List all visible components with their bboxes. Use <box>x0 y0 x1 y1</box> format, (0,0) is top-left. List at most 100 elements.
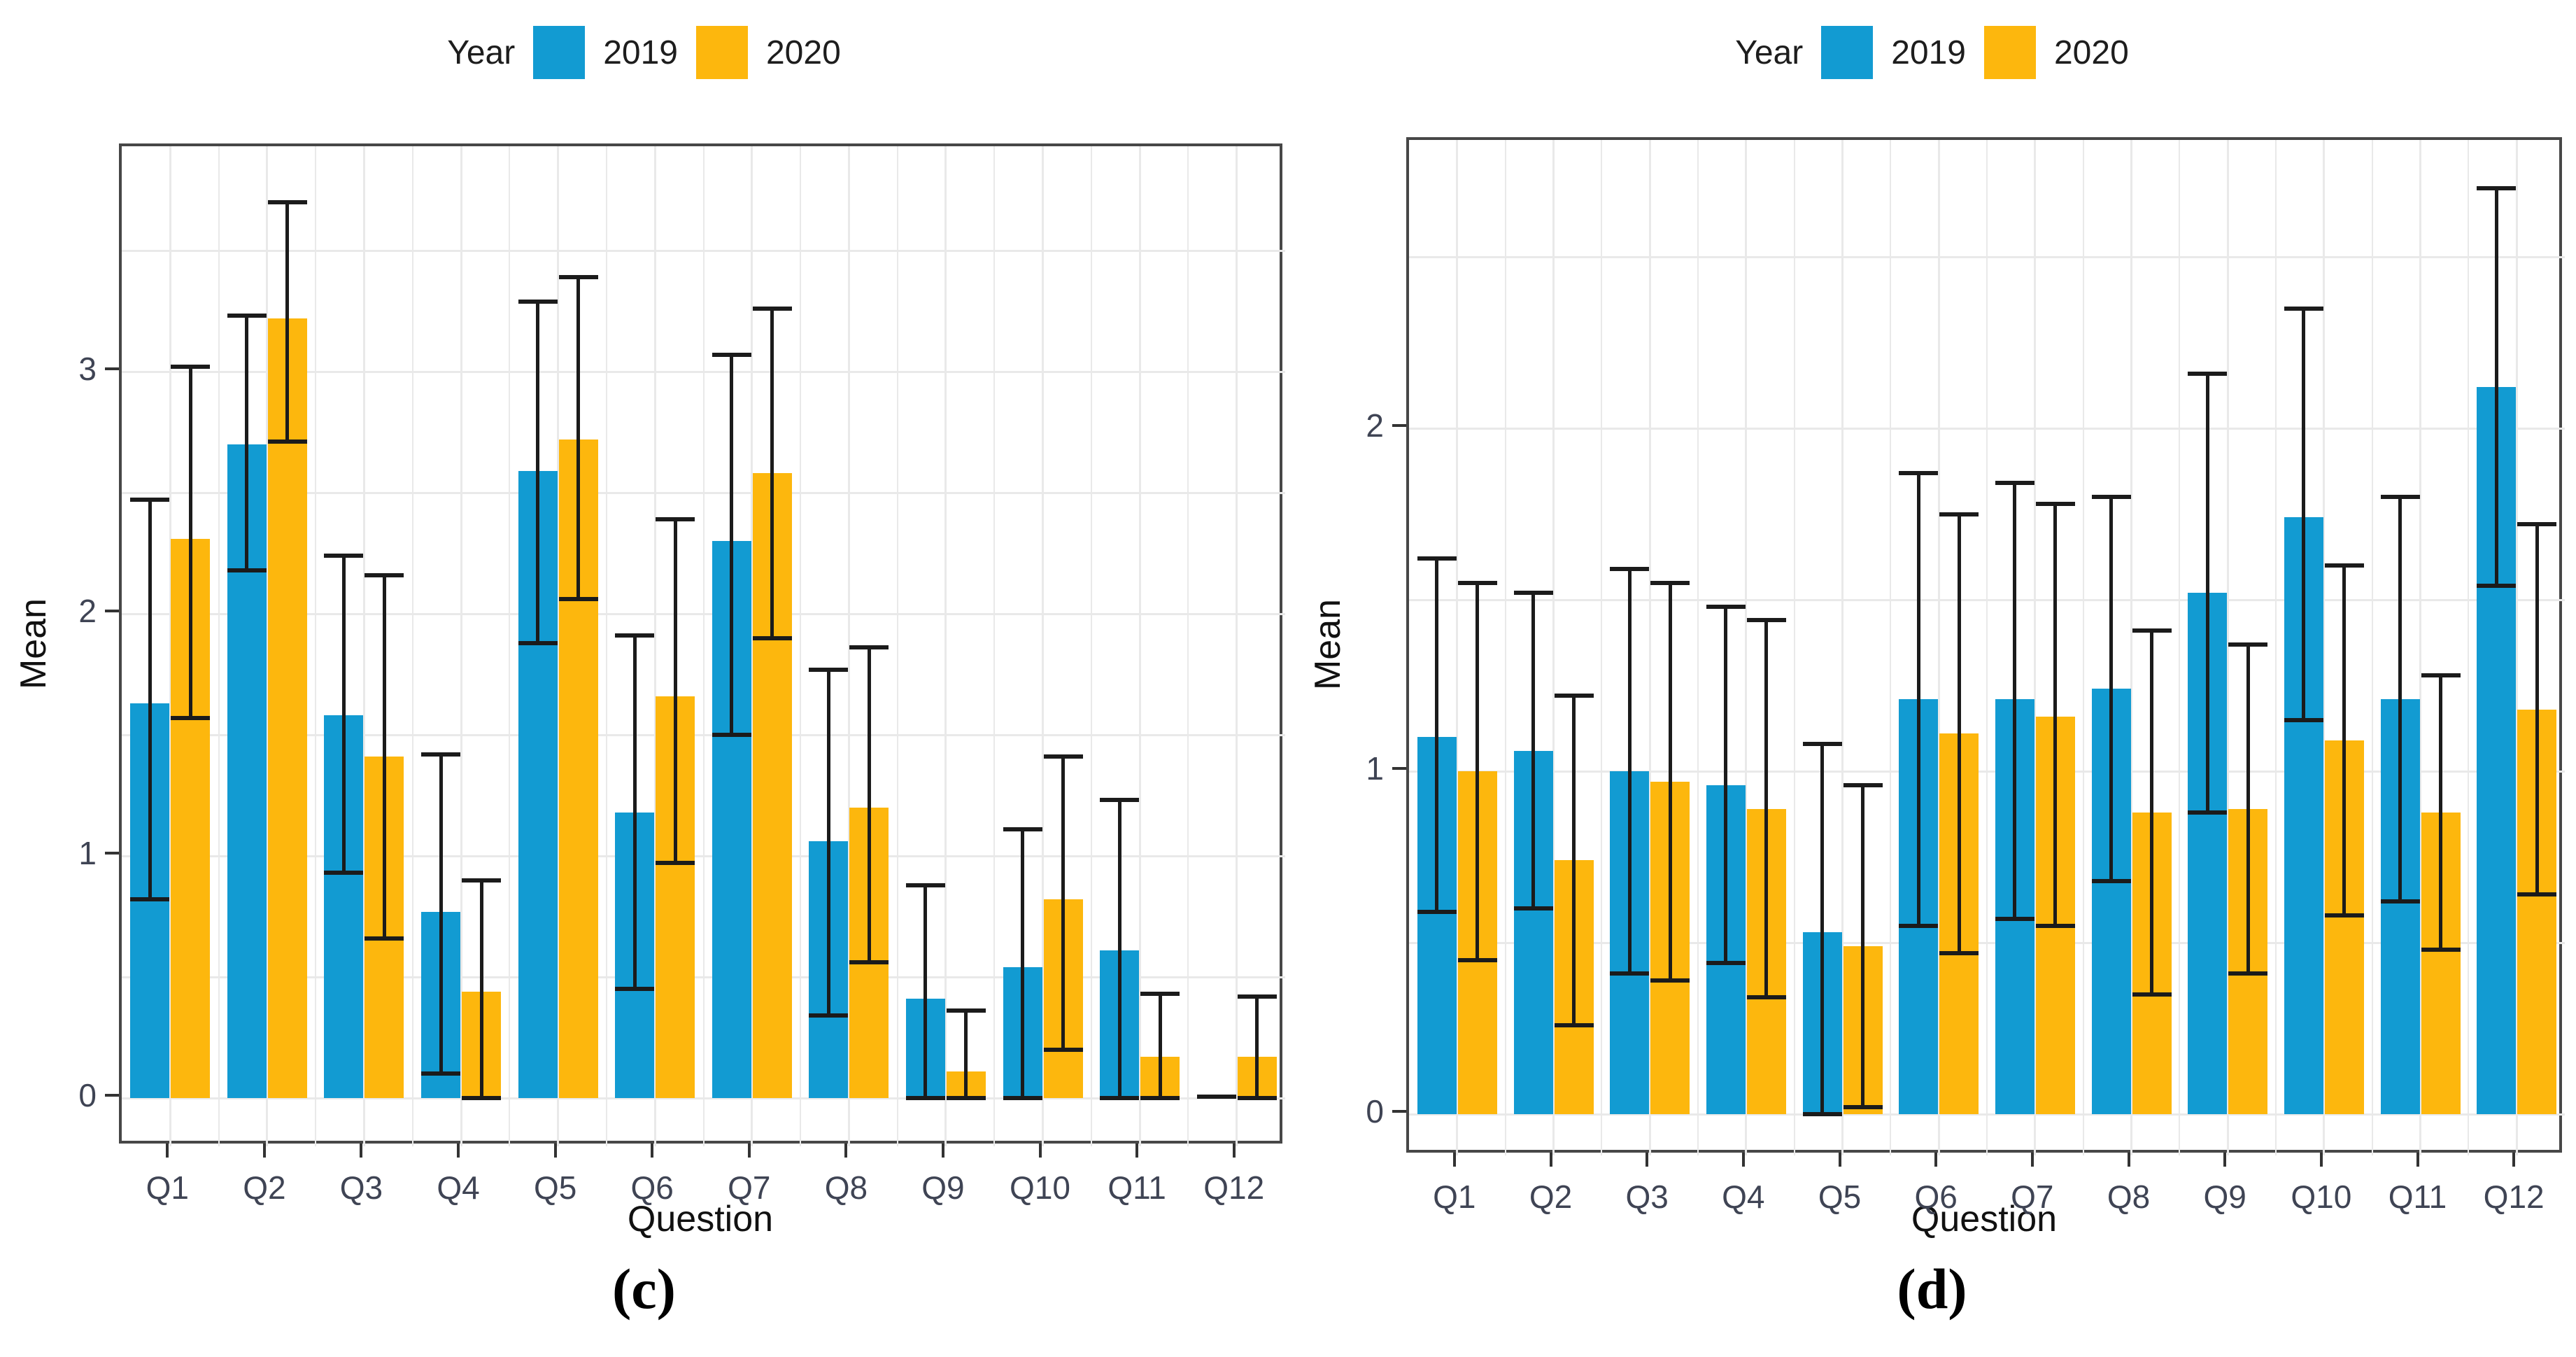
x-tickmark <box>1934 1153 1938 1167</box>
errorbar-cap-top <box>130 498 170 502</box>
x-tick-label: Q9 <box>2203 1179 2246 1215</box>
errorbar-cap-bottom <box>615 987 655 992</box>
legend-swatch-2020 <box>695 26 748 79</box>
x-tickmark <box>457 1144 460 1158</box>
errorbar-c-2019-Q1 <box>148 500 152 900</box>
v-gridline-major <box>944 146 947 1146</box>
errorbar-c-2019-Q5 <box>536 301 540 643</box>
x-axis-title: Question <box>627 1199 774 1239</box>
y-tick-label: 3 <box>78 351 97 387</box>
errorbar-d-2019-Q8 <box>2109 497 2113 881</box>
errorbar-c-2020-Q1 <box>188 367 192 718</box>
errorbar-d-2019-Q6 <box>1916 472 1920 926</box>
v-gridline-minor <box>2179 140 2181 1155</box>
errorbar-cap-bottom <box>1003 1096 1042 1100</box>
errorbar-cap-top <box>267 199 307 204</box>
plot-panel-c <box>119 143 1285 1146</box>
v-gridline-minor <box>218 146 220 1146</box>
x-tick-label: Q8 <box>824 1169 868 1206</box>
errorbar-cap-bottom <box>1196 1095 1236 1099</box>
x-axis-title: Question <box>1911 1199 2058 1239</box>
x-tick-label: Q12 <box>1203 1169 1265 1206</box>
errorbar-cap-top <box>905 883 945 887</box>
errorbar-cap-top <box>171 365 211 370</box>
errorbar-c-2019-Q8 <box>826 669 830 1016</box>
x-tickmark <box>1549 1153 1552 1167</box>
errorbar-cap-bottom <box>849 960 889 965</box>
plot-panel-d <box>1406 137 2565 1155</box>
errorbar-c-2019-Q10 <box>1021 829 1025 1098</box>
errorbar-cap-bottom <box>1100 1096 1140 1100</box>
errorbar-d-2019-Q1 <box>1435 558 1439 912</box>
v-gridline-major <box>1648 140 1651 1155</box>
x-tick-label: Q7 <box>728 1169 771 1206</box>
x-tick-label: Q5 <box>1818 1179 1862 1215</box>
v-gridline-minor <box>2371 140 2373 1155</box>
errorbar-d-2020-Q12 <box>2535 524 2539 895</box>
y-tick-label: 2 <box>1366 407 1384 444</box>
errorbar-c-2020-Q7 <box>770 309 774 638</box>
legend-title: Year <box>447 34 516 71</box>
errorbar-d-2020-Q6 <box>1957 514 1961 953</box>
x-tick-label: Q3 <box>1625 1179 1669 1215</box>
errorbar-cap-top <box>1995 481 2034 486</box>
legend-c: Year 2019 2020 <box>0 21 1288 84</box>
errorbar-cap-bottom <box>2517 892 2557 897</box>
errorbar-cap-top <box>2091 495 2131 499</box>
errorbar-d-2020-Q11 <box>2439 675 2442 950</box>
errorbar-d-2019-Q9 <box>2205 373 2209 813</box>
v-gridline-major <box>653 146 656 1146</box>
v-gridline-major <box>1552 140 1555 1155</box>
errorbar-cap-top <box>2517 522 2557 527</box>
errorbar-c-2019-Q9 <box>923 885 928 1098</box>
x-tickmark <box>360 1144 363 1158</box>
errorbar-cap-bottom <box>1746 995 1786 1000</box>
errorbar-d-2020-Q3 <box>1668 582 1672 980</box>
errorbar-cap-top <box>1802 741 1842 746</box>
errorbar-cap-bottom <box>1802 1112 1842 1116</box>
v-gridline-major <box>751 146 753 1146</box>
errorbar-cap-bottom <box>1939 950 1979 955</box>
errorbar-cap-bottom <box>752 635 792 640</box>
errorbar-c-2020-Q6 <box>673 519 677 864</box>
v-gridline-major <box>2323 140 2326 1155</box>
errorbar-c-2020-Q5 <box>576 277 581 600</box>
x-tickmark <box>1452 1153 1456 1167</box>
x-tick-label: Q10 <box>2291 1179 2352 1215</box>
errorbar-c-2019-Q11 <box>1117 800 1121 1098</box>
x-tickmark <box>166 1144 169 1158</box>
x-tick-label: Q7 <box>2011 1179 2054 1215</box>
x-tickmark <box>2127 1153 2130 1167</box>
errorbar-cap-top <box>365 572 404 577</box>
x-tick-label: Q12 <box>2483 1179 2545 1215</box>
errorbar-cap-top <box>849 645 889 650</box>
errorbar-cap-bottom <box>712 733 751 737</box>
x-tick-label: Q4 <box>437 1169 480 1206</box>
errorbar-cap-bottom <box>130 897 170 902</box>
errorbar-d-2019-Q2 <box>1531 593 1535 908</box>
errorbar-cap-bottom <box>1995 916 2034 921</box>
x-tickmark <box>2512 1153 2516 1167</box>
errorbar-cap-bottom <box>2188 810 2228 815</box>
x-tick-label: Q6 <box>630 1169 674 1206</box>
subfigure-d: Year 2019 2020 Mean Question (d) 0 1 2 Q1 Q2… <box>1288 0 2576 1357</box>
errorbar-cap-bottom <box>2132 992 2172 997</box>
legend-title: Year <box>1735 34 1804 71</box>
v-gridline-minor <box>1090 146 1092 1146</box>
errorbar-d-2019-Q7 <box>2013 483 2017 919</box>
y-tickmark <box>1392 424 1406 427</box>
errorbar-cap-top <box>1554 694 1594 698</box>
v-gridline-minor <box>509 146 511 1146</box>
x-tickmark <box>2416 1153 2419 1167</box>
errorbar-cap-bottom <box>2324 913 2364 917</box>
legend-label-2020: 2020 <box>765 34 841 71</box>
v-gridline-major <box>460 146 462 1146</box>
x-tick-label: Q3 <box>339 1169 383 1206</box>
y-tick-label: 0 <box>78 1077 97 1113</box>
errorbar-cap-top <box>462 878 502 883</box>
errorbar-cap-top <box>2380 495 2420 499</box>
errorbar-cap-top <box>1610 566 1650 571</box>
x-tickmark <box>941 1144 944 1158</box>
errorbar-cap-bottom <box>1899 923 1939 928</box>
y-tick-label: 2 <box>78 593 97 629</box>
